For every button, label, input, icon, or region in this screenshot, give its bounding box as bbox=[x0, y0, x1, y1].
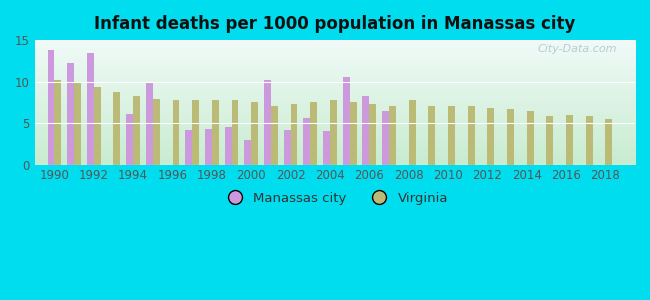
Bar bbox=[126, 114, 133, 165]
Bar bbox=[114, 92, 120, 165]
Bar bbox=[606, 119, 612, 165]
Title: Infant deaths per 1000 population in Manassas city: Infant deaths per 1000 population in Man… bbox=[94, 15, 575, 33]
Bar bbox=[74, 82, 81, 165]
Bar bbox=[428, 106, 436, 165]
Bar bbox=[264, 80, 271, 165]
Bar bbox=[231, 100, 239, 165]
Bar bbox=[363, 96, 369, 165]
Bar bbox=[225, 127, 231, 165]
Bar bbox=[310, 102, 317, 165]
Bar bbox=[409, 100, 415, 165]
Bar bbox=[586, 116, 593, 165]
Bar bbox=[448, 106, 455, 165]
Bar bbox=[323, 131, 330, 165]
Bar bbox=[133, 96, 140, 165]
Text: City-Data.com: City-Data.com bbox=[538, 44, 617, 54]
Bar bbox=[547, 116, 553, 165]
Bar bbox=[526, 111, 534, 165]
Bar bbox=[271, 106, 278, 165]
Bar bbox=[244, 140, 251, 165]
Bar bbox=[55, 80, 61, 165]
Bar bbox=[47, 50, 55, 165]
Bar bbox=[507, 109, 514, 165]
Bar bbox=[172, 100, 179, 165]
Bar bbox=[369, 104, 376, 165]
Bar bbox=[291, 104, 298, 165]
Bar bbox=[566, 115, 573, 165]
Bar bbox=[382, 112, 389, 165]
Bar bbox=[283, 130, 291, 165]
Bar bbox=[304, 118, 310, 165]
Bar bbox=[185, 130, 192, 165]
Bar bbox=[251, 102, 258, 165]
Bar bbox=[205, 129, 212, 165]
Bar bbox=[67, 63, 74, 165]
Bar bbox=[146, 82, 153, 165]
Bar bbox=[87, 52, 94, 165]
Bar bbox=[343, 76, 350, 165]
Bar bbox=[212, 100, 219, 165]
Bar bbox=[468, 106, 474, 165]
Legend: Manassas city, Virginia: Manassas city, Virginia bbox=[216, 187, 454, 210]
Bar bbox=[350, 102, 356, 165]
Bar bbox=[389, 106, 396, 165]
Bar bbox=[330, 100, 337, 165]
Bar bbox=[94, 87, 101, 165]
Bar bbox=[488, 108, 494, 165]
Bar bbox=[192, 100, 199, 165]
Bar bbox=[153, 99, 160, 165]
